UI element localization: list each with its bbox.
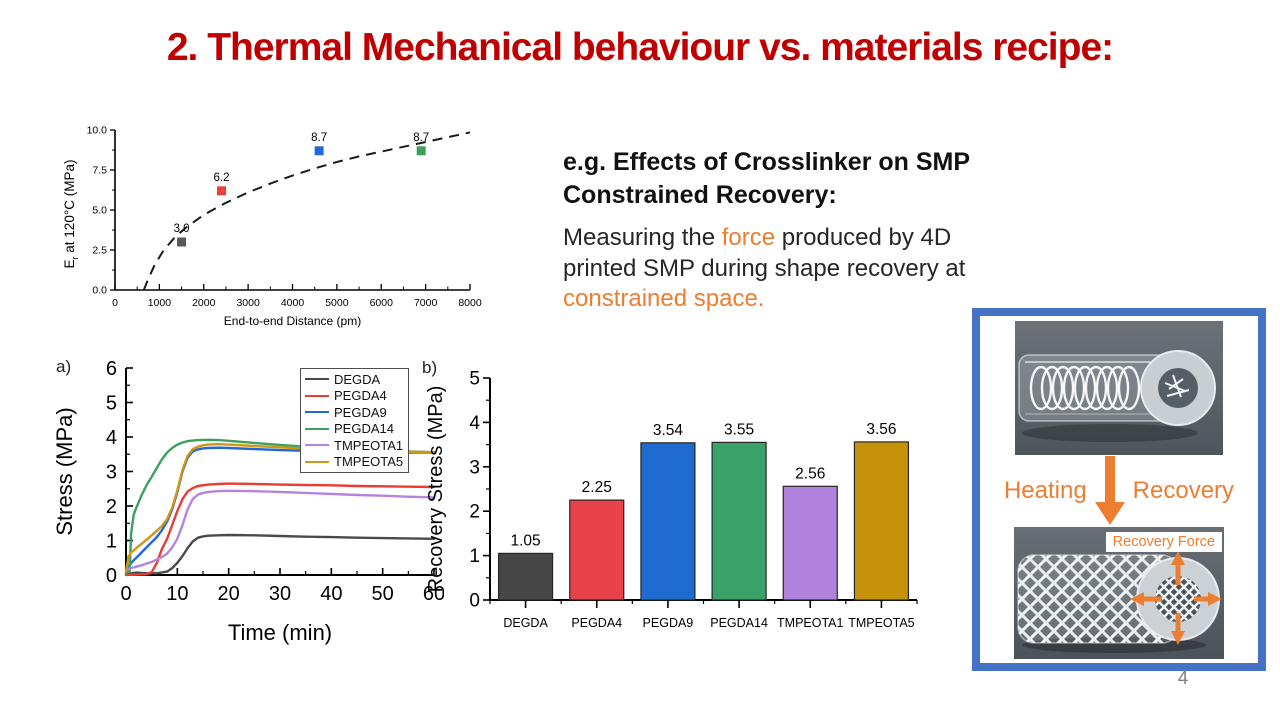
crosslinker-body: Measuring the force produced by 4D print… (563, 224, 966, 313)
svg-text:2.56: 2.56 (795, 465, 825, 482)
bar-plot-area: 0 1 2 3 4 5 1.05 DEGDA 2.25 PEGDA4 3.54 PEGDA9 3.55 P… (425, 369, 918, 630)
svg-text:End-to-end Distance (pm): End-to-end Distance (pm) (224, 314, 361, 328)
legend-item-degda: DEGDA (305, 371, 403, 388)
svg-text:8.7: 8.7 (413, 132, 429, 144)
svg-text:3.55: 3.55 (724, 421, 754, 438)
svg-text:TMPEOTA5: TMPEOTA5 (848, 616, 914, 630)
svg-text:Recovery Stress (MPa): Recovery Stress (MPa) (425, 386, 447, 593)
svg-text:10.0: 10.0 (87, 125, 108, 137)
svg-text:1: 1 (106, 531, 117, 553)
svg-text:0: 0 (120, 583, 131, 605)
legend-label: TMPEOTA5 (334, 454, 404, 470)
svg-text:2: 2 (469, 502, 480, 523)
svg-text:PEGDA14: PEGDA14 (710, 616, 768, 630)
chart-legend: DEGDA PEGDA4 PEGDA9 PEGDA14 TMPEOTA1 TMPEOTA5 (300, 368, 410, 473)
smp-expanded-photo-wrap: Recovery Force (1014, 527, 1224, 659)
legend-label: TMPEOTA1 (334, 437, 404, 453)
svg-text:2: 2 (106, 496, 117, 518)
svg-text:0: 0 (112, 297, 118, 309)
svg-text:30: 30 (269, 583, 291, 605)
legend-label: DEGDA (334, 371, 381, 387)
legend-item-tmpeota1: TMPEOTA1 (305, 437, 403, 454)
legend-swatch (305, 394, 329, 397)
smp-compressed-in-tube-photo (1015, 321, 1223, 455)
page-number: 4 (1177, 668, 1189, 689)
recovery-stress-chart: b) 0 1 2 3 4 5 1.05 DEGDA 2.25 PEGDA4 3.54 PEGDA9 3.… (420, 352, 927, 654)
svg-text:0.0: 0.0 (92, 285, 107, 297)
svg-text:20: 20 (218, 583, 240, 605)
svg-text:2000: 2000 (192, 297, 216, 309)
svg-text:TMPEOTA1: TMPEOTA1 (777, 616, 843, 630)
panel-label-a: a) (56, 357, 72, 376)
legend-swatch (305, 460, 329, 463)
legend-item-tmpeota5: TMPEOTA5 (305, 454, 403, 471)
svg-text:7.5: 7.5 (92, 165, 107, 177)
crosslinker-text-block: e.g. Effects of Crosslinker on SMP Const… (563, 146, 1015, 315)
svg-text:0: 0 (106, 565, 117, 587)
legend-item-pegda4: PEGDA4 (305, 388, 403, 405)
legend-label: PEGDA14 (334, 421, 394, 437)
panel-label-b: b) (422, 358, 438, 377)
svg-text:4000: 4000 (281, 297, 305, 309)
legend-swatch (305, 411, 329, 414)
svg-text:8.7: 8.7 (311, 132, 327, 144)
svg-text:40: 40 (320, 583, 342, 605)
scatter-y-axis-label: Er at 120°C (MPa) (62, 159, 80, 269)
svg-text:6.2: 6.2 (214, 172, 230, 184)
svg-text:3: 3 (469, 457, 480, 478)
crosslinker-heading: e.g. Effects of Crosslinker on SMP Const… (563, 148, 970, 209)
legend-swatch (305, 444, 329, 447)
constrained-recovery-figure: Heating Recovery (972, 308, 1266, 671)
heating-recovery-row: Heating Recovery (980, 455, 1258, 527)
recovery-label: Recovery (1132, 477, 1235, 504)
svg-text:1000: 1000 (148, 297, 172, 309)
svg-text:5: 5 (469, 369, 480, 390)
line-plot-area: 0 10 20 30 40 50 60 0 1 2 3 4 5 6 Time (min) Stress (MP… (52, 358, 445, 645)
svg-text:0: 0 (469, 591, 480, 612)
svg-text:7000: 7000 (414, 297, 438, 309)
scatter-chart-modulus-vs-distance: Er at 120°C (MPa) 0 1000 2000 3000 4000 5000 6… (45, 98, 505, 338)
legend-label: PEGDA9 (334, 404, 387, 420)
svg-text:6: 6 (106, 358, 117, 380)
svg-text:2.25: 2.25 (582, 479, 612, 496)
svg-text:4: 4 (469, 413, 480, 434)
legend-label: PEGDA4 (334, 388, 387, 404)
recovery-force-label: Recovery Force (1105, 532, 1222, 552)
svg-text:6000: 6000 (370, 297, 394, 309)
svg-text:1: 1 (469, 546, 480, 567)
slide-title: 2. Thermal Mechanical behaviour vs. mate… (166, 26, 1114, 69)
svg-text:8000: 8000 (458, 297, 482, 309)
svg-text:PEGDA9: PEGDA9 (643, 616, 694, 630)
svg-text:5.0: 5.0 (92, 205, 107, 217)
svg-text:1.05: 1.05 (510, 532, 540, 549)
svg-text:Time (min): Time (min) (228, 620, 332, 645)
svg-text:3.54: 3.54 (653, 422, 684, 439)
svg-text:10: 10 (166, 583, 188, 605)
smp-expanded-recovery-photo (1014, 527, 1224, 659)
stress-time-chart: a) 0 10 20 30 40 50 60 0 1 2 3 4 5 6 Time (min) Stress … (52, 352, 445, 667)
svg-text:3: 3 (106, 462, 117, 484)
svg-text:3000: 3000 (236, 297, 260, 309)
svg-text:3.0: 3.0 (174, 223, 190, 235)
svg-text:50: 50 (372, 583, 394, 605)
svg-text:3.56: 3.56 (866, 421, 896, 438)
heating-label: Heating (1003, 477, 1087, 504)
legend-swatch (305, 378, 329, 381)
svg-text:2.5: 2.5 (92, 245, 107, 257)
down-arrow-icon (1094, 456, 1125, 525)
svg-text:PEGDA4: PEGDA4 (571, 616, 622, 630)
svg-text:DEGDA: DEGDA (503, 616, 548, 630)
legend-item-pegda14: PEGDA14 (305, 421, 403, 438)
svg-text:5000: 5000 (325, 297, 349, 309)
svg-text:Stress (MPa): Stress (MPa) (52, 407, 77, 535)
legend-item-pegda9: PEGDA9 (305, 404, 403, 421)
scatter-plot-area: 0 1000 2000 3000 4000 5000 6000 7000 8000 0.0 2.5 5… (87, 125, 482, 329)
svg-text:4: 4 (106, 427, 117, 449)
svg-text:5: 5 (106, 393, 117, 415)
legend-swatch (305, 427, 329, 430)
svg-text:60: 60 (423, 583, 444, 605)
